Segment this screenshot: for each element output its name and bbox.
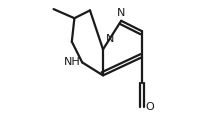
Text: N: N — [117, 8, 125, 18]
Text: O: O — [145, 102, 154, 112]
Text: N: N — [106, 34, 115, 44]
Text: NH: NH — [64, 57, 81, 67]
